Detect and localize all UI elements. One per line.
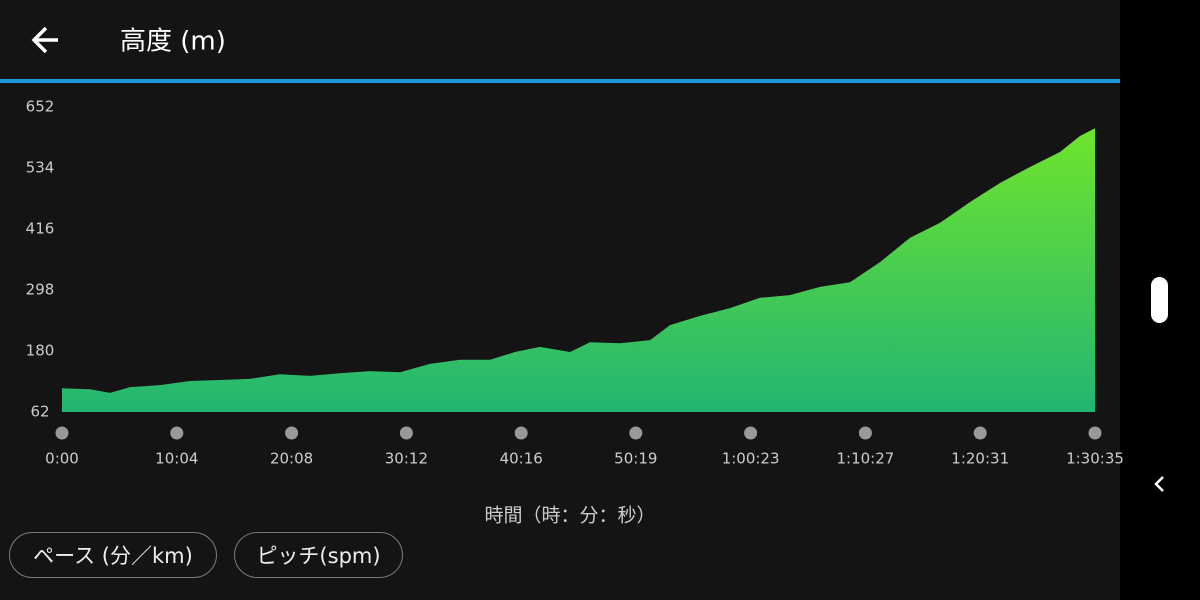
header-divider bbox=[0, 79, 1120, 83]
x-tick-label: 1:00:23 bbox=[722, 450, 780, 468]
x-tick-label: 50:19 bbox=[614, 450, 657, 468]
x-axis-label: 時間（時：分：秒） bbox=[484, 505, 655, 527]
x-tick-label: 1:30:35 bbox=[1066, 450, 1124, 468]
y-tick-label: 416 bbox=[26, 220, 55, 238]
x-tick-dot bbox=[285, 426, 299, 440]
elevation-area bbox=[62, 128, 1095, 412]
pace-button[interactable]: ペース (分／km) bbox=[9, 532, 217, 578]
x-tick-label: 0:00 bbox=[45, 450, 79, 468]
scroll-handle[interactable] bbox=[1151, 277, 1168, 323]
x-tick-label: 20:08 bbox=[270, 450, 313, 468]
cadence-button[interactable]: ピッチ(spm) bbox=[234, 532, 403, 578]
x-tick-dot bbox=[1088, 426, 1102, 440]
y-tick-label: 180 bbox=[26, 342, 55, 360]
nav-back[interactable] bbox=[1154, 476, 1164, 492]
back-button[interactable] bbox=[31, 26, 58, 54]
x-tick-dot bbox=[973, 426, 987, 440]
x-tick-label: 10:04 bbox=[155, 450, 198, 468]
y-tick-label: 298 bbox=[26, 281, 55, 299]
y-tick-label: 62 bbox=[30, 403, 49, 421]
x-tick-label: 1:20:31 bbox=[951, 450, 1009, 468]
y-tick-label: 652 bbox=[26, 98, 55, 116]
x-tick-dot bbox=[744, 426, 758, 440]
x-tick-label: 1:10:27 bbox=[836, 450, 894, 468]
x-tick-dot bbox=[514, 426, 528, 440]
x-tick-dot bbox=[55, 426, 69, 440]
x-tick-label: 30:12 bbox=[385, 450, 428, 468]
x-tick-dot bbox=[170, 426, 184, 440]
x-tick-dot bbox=[629, 426, 643, 440]
header-title: 高度 (m) bbox=[120, 27, 226, 57]
x-tick-dot bbox=[858, 426, 872, 440]
x-tick-dot bbox=[399, 426, 413, 440]
x-tick-label: 40:16 bbox=[500, 450, 543, 468]
y-tick-label: 534 bbox=[26, 159, 55, 177]
